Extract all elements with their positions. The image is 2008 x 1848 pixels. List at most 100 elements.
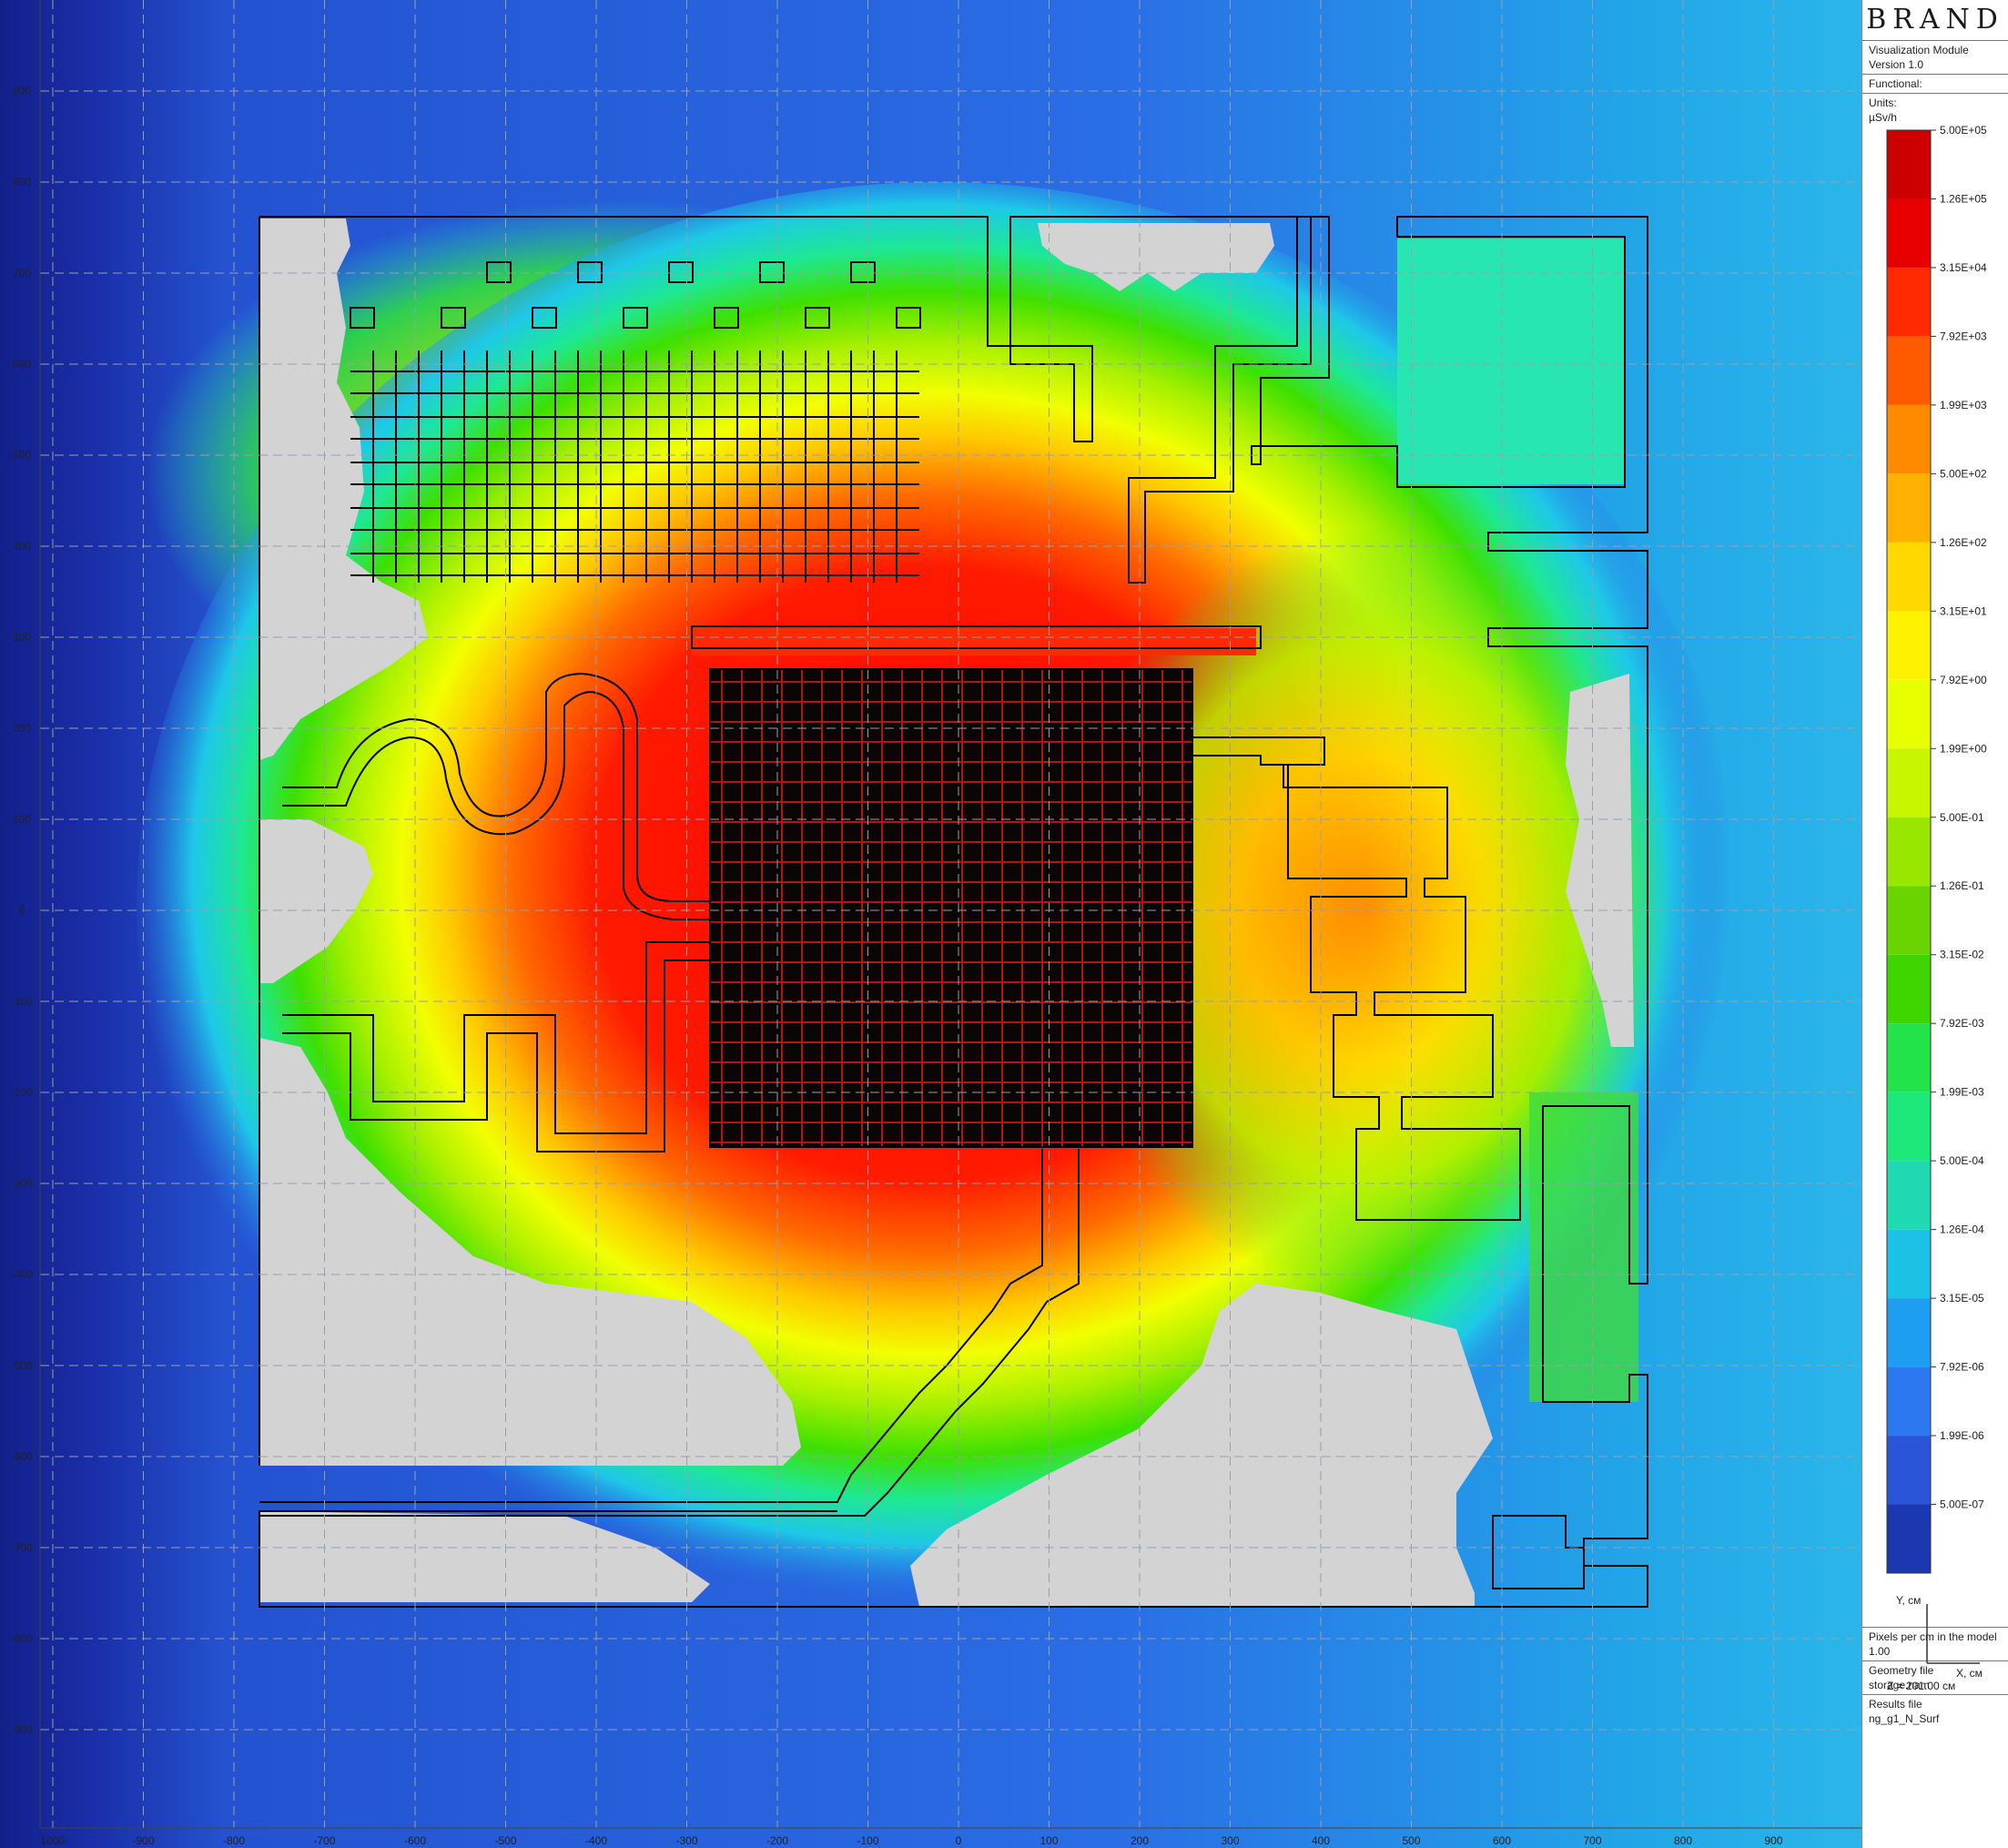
y-tick-label: -400 (11, 1268, 33, 1281)
x-tick-label: 900 (1764, 1834, 1782, 1847)
y-tick-label: 0 (19, 904, 25, 917)
legend-band (1887, 1366, 1931, 1437)
legend-label: 3.15E+01 (1940, 604, 1987, 617)
y-tick-label: -900 (11, 1723, 33, 1736)
x-tick-label: 300 (1221, 1834, 1239, 1847)
pixels-label: Pixels per cm in the model (1869, 1630, 1997, 1643)
legend-label: 7.92E+00 (1940, 674, 1987, 686)
legend-band (1887, 611, 1931, 680)
axis-indicator: Y, см X, см Z = 201.00 см (1887, 1594, 1983, 1691)
shield-regions (259, 218, 1634, 1607)
legend-label: 5.00E-04 (1940, 1154, 1984, 1167)
results-label: Results file (1869, 1698, 1922, 1711)
legend-band (1887, 404, 1931, 474)
results-value: ng_g1_N_Surf (1869, 1712, 1940, 1725)
dose-rate-map[interactable]: 100 0 -900 -800 -700 -600 -500 -400 -300 -200 -100… (0, 0, 1861, 1848)
legend-label: 3.15E+04 (1940, 261, 1987, 274)
legend-label: 7.92E-03 (1940, 1017, 1984, 1030)
pixels-value: 1.00 (1869, 1645, 1891, 1658)
legend-band (1887, 473, 1931, 543)
geometry-value: storage.nam (1869, 1679, 1930, 1691)
x-tick-label: -600 (404, 1834, 426, 1847)
x-tick-label: 600 (1493, 1834, 1511, 1847)
functional-section: Functional: (1862, 74, 2008, 93)
y-axis-ticks: 900 800 700 600 500 400 300 200 100 0 -100 -200 -300… (11, 85, 33, 1736)
y-tick-label: 300 (13, 631, 31, 644)
legend-label: 1.26E-01 (1940, 879, 1984, 892)
x-tick-label: 400 (1312, 1834, 1330, 1847)
geometry-outlines (259, 216, 1648, 1608)
dose-map-svg[interactable]: 100 0 -900 -800 -700 -600 -500 -400 -300 -200 -100… (0, 0, 1861, 1848)
legend-label: 5.00E-07 (1940, 1498, 1984, 1511)
z-level: Z = 201.00 см (1887, 1680, 1955, 1691)
geometry-label: Geometry file (1869, 1664, 1934, 1677)
y-tick-label: 200 (13, 722, 31, 735)
y-tick-label: -500 (11, 1359, 33, 1372)
legend-label: 1.99E-06 (1940, 1429, 1984, 1442)
x-axis-ticks: 1000 -900 -800 -700 -600 -500 -400 -300 -200 -100… (41, 1834, 1783, 1847)
legend-band (1887, 267, 1931, 337)
legend-band (1887, 1436, 1931, 1505)
shield-left (259, 218, 428, 760)
legend-label: 1.99E+00 (1940, 742, 1987, 755)
legend-label: 3.15E-05 (1940, 1292, 1984, 1305)
x-tick-label: 700 (1583, 1834, 1601, 1847)
y-tick-label: -800 (11, 1632, 33, 1645)
shield-left-mid (259, 819, 373, 983)
legend-band (1887, 336, 1931, 405)
legend-band (1887, 1504, 1931, 1573)
x-tick-label: 0 (956, 1834, 962, 1847)
legend-label: 1.99E-03 (1940, 1086, 1984, 1099)
legend-label: 1.26E+02 (1940, 536, 1987, 549)
grid-lines (39, 0, 1861, 1829)
legend-band (1887, 1092, 1931, 1162)
y-tick-label: 100 (13, 813, 31, 826)
x-tick-label: 200 (1131, 1834, 1149, 1847)
pixels-section: Pixels per cm in the model 1.00 (1862, 1627, 2008, 1660)
legend-label: 1.26E+05 (1940, 192, 1987, 205)
y-tick-label: -600 (11, 1450, 33, 1463)
shield-bottom-left-strip (259, 1511, 710, 1602)
legend-band (1887, 198, 1931, 268)
shield-left-lower (259, 1038, 801, 1466)
brand-logo: BRAND (1866, 4, 2004, 36)
module-info: Visualization Module Version 1.0 (1862, 40, 2008, 74)
legend-band (1887, 130, 1931, 199)
x-tick-label: -800 (223, 1834, 245, 1847)
legend-label: 3.15E-02 (1940, 949, 1984, 961)
units-value: µSv/h (1869, 111, 1897, 124)
y-tick-label: 500 (13, 449, 31, 462)
axis-x-label: X, см (1956, 1667, 1983, 1680)
x-tick-label: 100 (1039, 1834, 1058, 1847)
axis-y-label: Y, см (1896, 1594, 1921, 1607)
x-tick-label: -100 (857, 1834, 878, 1847)
legend-band (1887, 886, 1931, 955)
units-label: Units: (1869, 96, 1897, 109)
legend-band (1887, 954, 1931, 1024)
x-tick-label: 500 (1402, 1834, 1420, 1847)
legend-label: 1.99E+03 (1940, 399, 1987, 411)
legend-band (1887, 817, 1931, 887)
legend-band (1887, 1229, 1931, 1299)
y-tick-label: -700 (11, 1541, 33, 1554)
y-tick-label: -100 (11, 995, 33, 1008)
x-tick-label: -700 (313, 1834, 335, 1847)
legend-band (1887, 1023, 1931, 1092)
source-halo-top (692, 628, 1256, 655)
side-panel: BRAND Visualization Module Version 1.0 F… (1861, 0, 2008, 1848)
module-name: Visualization Module (1869, 44, 1969, 56)
legend-label: 5.00E+02 (1940, 467, 1987, 480)
y-tick-label: 900 (13, 85, 31, 97)
units-section: Units: µSv/h 5.00E+05 1.26E+05 3.15E+04 7.9… (1862, 93, 2008, 1691)
shield-right (1566, 674, 1634, 1047)
y-tick-label: -200 (11, 1086, 33, 1099)
x-tick-label: -400 (585, 1834, 607, 1847)
source-block (709, 668, 1193, 1148)
shield-top-center (1038, 223, 1274, 291)
module-version: Version 1.0 (1869, 58, 1924, 71)
x-tick-label: 800 (1674, 1834, 1692, 1847)
x-tick-label: -500 (494, 1834, 516, 1847)
x-tick-label: -300 (675, 1834, 697, 1847)
geometry-section: Geometry file storage.nam (1862, 1660, 2008, 1694)
cell-grid (350, 350, 919, 583)
